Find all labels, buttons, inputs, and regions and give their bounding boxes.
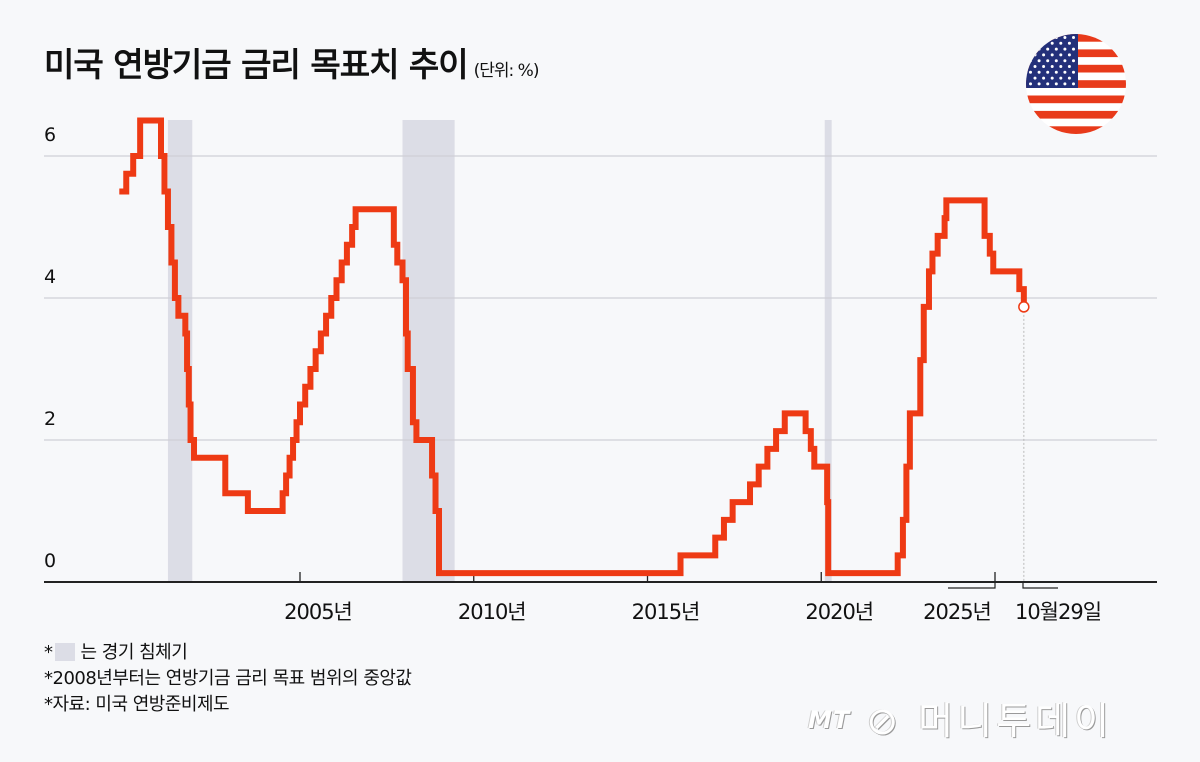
median-note: *2008년부터는 연방기금 금리 목표 범위의 중앙값 (44, 668, 412, 689)
end-date-label: 10월29일 (1014, 600, 1102, 624)
source-note: *자료: 미국 연방준비제도 (44, 694, 230, 715)
rate-step-line (119, 117, 1027, 577)
x-tick-label: 2010년 (457, 600, 527, 624)
y-tick-label: 2 (44, 408, 57, 430)
rate-line (119, 117, 1030, 582)
gridlines (44, 155, 1157, 441)
recession-legend: * 는 경기 침체기 (44, 642, 188, 663)
x-tick-label: 2015년 (631, 600, 701, 624)
endpoint-marker (1018, 301, 1030, 313)
x-tick-label: 2020년 (805, 600, 874, 624)
y-tick-label: 6 (44, 124, 57, 146)
y-tick-label: 0 (44, 550, 57, 572)
x-axis (44, 572, 1157, 589)
y-tick-label: 4 (44, 266, 57, 288)
recession-swatch (54, 643, 75, 661)
recession-band (824, 120, 832, 582)
page-title: 미국 연방기금 금리 목표치 추이 (단위: %) (44, 38, 540, 86)
recession-bands (167, 120, 832, 582)
recession-band (402, 120, 455, 582)
x-tick-label: 2025년 (923, 600, 992, 624)
unit-label: (단위: %) (473, 61, 540, 81)
logo-swirl-icon: ⊘ (866, 699, 903, 743)
x-tick-label: 2005년 (284, 600, 353, 624)
moneytoday-logo: MT ⊘ 머니투데이 (808, 699, 1114, 743)
chart-title: 미국 연방기금 금리 목표치 추이 (44, 45, 469, 84)
footnotes: * 는 경기 침체기 *2008년부터는 연방기금 금리 목표 범위의 중앙값 *… (44, 640, 412, 718)
